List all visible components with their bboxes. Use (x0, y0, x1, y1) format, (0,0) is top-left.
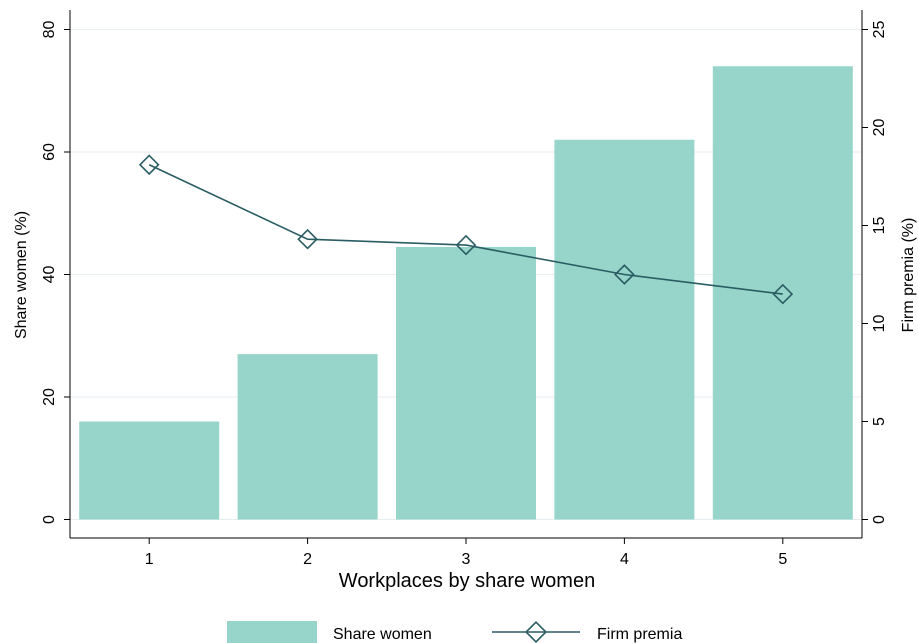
legend-swatch-share-women (227, 621, 317, 643)
bar-2 (237, 354, 378, 520)
bar-3 (396, 246, 536, 520)
y2-tick-label: 0 (871, 515, 888, 524)
bar-1 (79, 421, 220, 520)
y2-tick-label: 20 (871, 119, 888, 137)
bar-5 (712, 66, 853, 520)
firm-premia-point-4 (614, 264, 635, 285)
legend-marker-firm-premia (524, 620, 548, 643)
x-tick-label: 4 (620, 551, 629, 568)
y-tick-label: 0 (41, 515, 58, 524)
x-tick-label: 1 (145, 551, 154, 568)
axes: 0 20 40 60 80 0 5 10 15 20 25 1 2 3 4 5 (41, 10, 888, 568)
y2-tick-label: 15 (871, 217, 888, 235)
line-series-firm-premia (138, 154, 794, 305)
firm-premia-point-3 (455, 234, 477, 256)
legend: Share women Firm premia (227, 620, 682, 643)
legend-label-firm-premia: Firm premia (597, 626, 682, 643)
x-tick-label: 2 (303, 551, 312, 568)
firm-premia-line (148, 164, 783, 295)
firm-premia-point-1 (138, 154, 160, 176)
legend-label-share-women: Share women (333, 626, 432, 643)
y2-tick-label: 5 (871, 417, 888, 426)
y-tick-label: 20 (41, 388, 58, 406)
x-tick-label: 5 (778, 551, 787, 568)
y2-axis-title: Firm premia (%) (900, 218, 917, 333)
firm-premia-point-5 (772, 283, 794, 305)
y2-tick-label: 10 (871, 315, 888, 333)
y-tick-label: 40 (41, 266, 58, 284)
bar-4 (554, 139, 695, 520)
y-tick-label: 80 (41, 21, 58, 39)
x-axis-title: Workplaces by share women (339, 570, 595, 592)
y2-tick-label: 25 (871, 21, 888, 39)
y-tick-label: 60 (41, 143, 58, 161)
firm-premia-point-2 (297, 228, 318, 250)
x-tick-label: 3 (462, 551, 471, 568)
bar-series-share-women (79, 66, 853, 520)
y-axis-title: Share women (%) (13, 211, 30, 339)
